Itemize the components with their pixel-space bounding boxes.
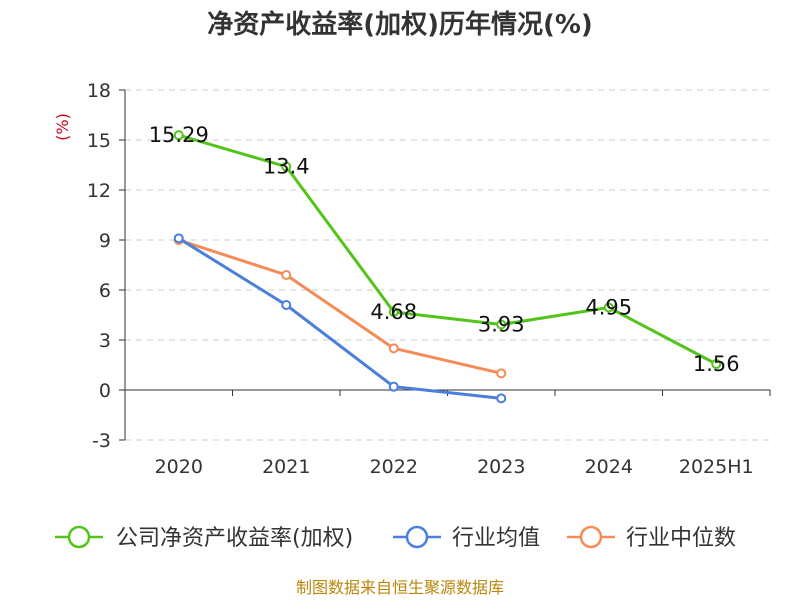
data-label: 4.68 bbox=[370, 300, 417, 324]
source-note: 制图数据来自恒生聚源数据库 bbox=[296, 578, 504, 597]
y-tick-label: 12 bbox=[87, 180, 111, 202]
data-point bbox=[496, 393, 507, 404]
x-tick-label: 2024 bbox=[585, 456, 633, 478]
data-point bbox=[388, 343, 399, 354]
legend-marker bbox=[67, 525, 91, 549]
data-point bbox=[281, 270, 292, 280]
data-label: 3.93 bbox=[478, 313, 525, 337]
legend-item: 行业中位数 bbox=[567, 525, 736, 551]
y-tick-label: 9 bbox=[99, 230, 111, 252]
data-label: 4.95 bbox=[585, 296, 632, 320]
data-point bbox=[496, 319, 507, 330]
data-point bbox=[388, 307, 399, 317]
y-axis-unit: (%) bbox=[53, 113, 72, 141]
data-point bbox=[388, 381, 399, 392]
legend-item: 行业均值 bbox=[393, 525, 540, 551]
x-tick-label: 2022 bbox=[370, 456, 418, 478]
y-tick-label: 18 bbox=[87, 80, 111, 102]
x-tick-label: 2025H1 bbox=[679, 456, 754, 478]
chart-title: 净资产收益率(加权)历年情况(%) bbox=[207, 9, 593, 40]
axes: 18 15 12 9 6 3 0 -3 2020 2021 2022 2023 2024 2025H1 bbox=[87, 80, 771, 478]
data-point bbox=[281, 300, 292, 310]
data-point bbox=[173, 233, 184, 244]
data-label: 1.56 bbox=[693, 352, 740, 376]
y-tick-label: 6 bbox=[99, 280, 111, 302]
data-point bbox=[603, 302, 614, 313]
y-tick-label: 0 bbox=[99, 380, 111, 402]
legend-label: 行业均值 bbox=[452, 526, 540, 551]
series-lines bbox=[173, 130, 722, 404]
y-tick-label: -3 bbox=[92, 430, 111, 452]
x-tick-label: 2023 bbox=[477, 456, 525, 478]
data-labels: 15.29 13.4 4.68 3.93 4.95 1.56 bbox=[149, 123, 740, 376]
legend-label: 公司净资产收益率(加权) bbox=[116, 526, 353, 551]
y-tick-label: 15 bbox=[87, 130, 111, 152]
legend-item: 公司净资产收益率(加权) bbox=[55, 525, 353, 551]
data-label: 13.4 bbox=[263, 155, 310, 179]
data-point bbox=[173, 130, 184, 141]
data-point bbox=[496, 368, 507, 379]
data-point bbox=[711, 359, 722, 369]
series-line-1 bbox=[177, 237, 502, 400]
legend: 公司净资产收益率(加权) 行业均值 行业中位数 bbox=[55, 525, 736, 551]
series-line-2 bbox=[178, 238, 502, 375]
y-tick-label: 3 bbox=[99, 330, 111, 352]
data-label: 15.29 bbox=[149, 123, 209, 147]
x-tick-label: 2021 bbox=[262, 456, 310, 478]
data-point bbox=[281, 161, 292, 172]
x-tick-label: 2020 bbox=[155, 456, 203, 478]
legend-marker bbox=[579, 525, 603, 549]
series-line-0 bbox=[178, 133, 717, 366]
legend-label: 行业中位数 bbox=[626, 526, 736, 551]
legend-marker bbox=[405, 525, 429, 549]
